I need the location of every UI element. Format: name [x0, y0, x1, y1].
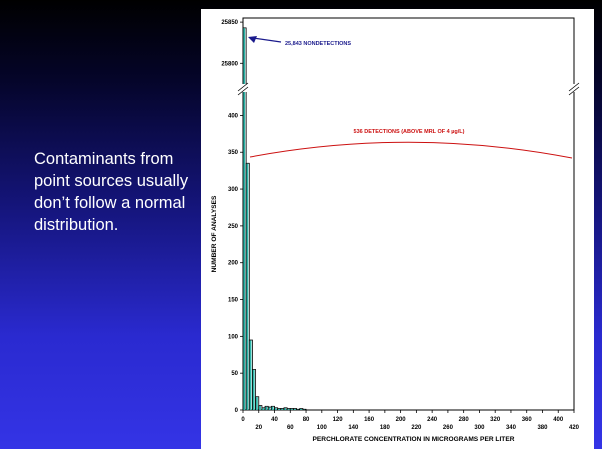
x-tick-label: 260: [443, 425, 454, 431]
x-tick-label: 60: [287, 425, 294, 431]
x-tick-label: 120: [333, 417, 344, 423]
nondetections-annotation: 25,843 NONDETECTIONS: [285, 41, 351, 47]
histogram-bar-fill: [256, 397, 258, 410]
x-tick-label: 140: [348, 425, 359, 431]
x-tick-label: 160: [364, 417, 375, 423]
histogram-bar-fill: [281, 408, 283, 410]
x-tick-label: 80: [303, 417, 310, 423]
nondetections-arrowhead: [248, 36, 257, 43]
x-tick-label: 20: [255, 425, 262, 431]
x-tick-label: 380: [537, 425, 548, 431]
histogram-bar-fill: [271, 406, 274, 410]
x-tick-label: 280: [459, 417, 470, 423]
x-tick-label: 300: [474, 425, 485, 431]
histogram-bar-fill: [293, 408, 296, 410]
y-tick-label: 0: [235, 408, 239, 414]
plot-frame: [242, 17, 575, 411]
x-tick-label: 180: [380, 425, 391, 431]
histogram-bar-fill: [284, 408, 287, 410]
detections-annotation: 536 DETECTIONS (ABOVE MRL OF 4 µg/L): [354, 129, 465, 135]
histogram-bar-fill: [274, 408, 277, 410]
x-tick-label: 400: [553, 417, 564, 423]
x-tick-label: 240: [427, 417, 438, 423]
y-tick-label: 200: [228, 261, 239, 267]
y-tick-label: 50: [231, 371, 238, 377]
y-tick-label: 250: [228, 224, 239, 230]
detections-arc: [249, 141, 573, 159]
y-tick-label: 100: [228, 334, 239, 340]
x-tick-label: 220: [411, 425, 422, 431]
histogram-bar-fill: [300, 408, 302, 410]
y-tick-label: 350: [228, 150, 239, 156]
x-tick-label: 420: [569, 425, 580, 431]
x-tick-label: 0: [241, 417, 245, 423]
nondetections-arrow: [252, 37, 282, 43]
x-tick-label: 320: [490, 417, 501, 423]
histogram-bar-fill: [265, 406, 268, 410]
x-tick-label: 340: [506, 425, 517, 431]
x-axis-label: PERCHLORATE CONCENTRATION IN MICROGRAMS …: [313, 436, 515, 443]
x-tick-label: 360: [522, 417, 533, 423]
y-tick-label: 25800: [221, 61, 238, 67]
y-tick-label: 400: [228, 113, 239, 119]
histogram-bar-fill: [246, 163, 249, 410]
axis-break-mark-right: [568, 82, 580, 92]
histogram-bar-fill: [249, 340, 252, 410]
axis-break-mark-left: [237, 82, 249, 92]
histogram-bar-fill: [259, 405, 261, 410]
axis-break-gap-right: [570, 84, 578, 92]
y-axis-label: NUMBER OF ANALYSES: [211, 195, 218, 272]
histogram-bar-fill: [252, 369, 255, 410]
histogram-bar-fill: [287, 408, 290, 410]
axis-break-mark-left: [237, 86, 249, 96]
histogram-bar-fill: [278, 408, 280, 410]
histogram-bar-fill: [262, 408, 265, 410]
histogram-bar-fill: [268, 407, 271, 410]
y-tick-label: 25850: [221, 20, 238, 26]
slide-caption: Contaminants from point sources usually …: [34, 150, 189, 234]
chart-panel: 0 50 100 150 200 250 300 350 400 25800 25850 0 20 40 6…: [201, 9, 594, 449]
histogram-bar-fill: [243, 28, 246, 411]
histogram-bar-fill: [290, 408, 293, 410]
x-tick-label: 100: [317, 425, 328, 431]
axis-break-mark-right: [568, 86, 580, 96]
y-tick-label: 150: [228, 298, 239, 304]
axis-break-gap-left: [240, 84, 248, 92]
histogram-chart: 0 50 100 150 200 250 300 350 400 25800 25850 0 20 40 6…: [211, 17, 580, 443]
x-tick-label: 40: [271, 417, 278, 423]
y-tick-label: 300: [228, 187, 239, 193]
x-tick-label: 200: [396, 417, 407, 423]
